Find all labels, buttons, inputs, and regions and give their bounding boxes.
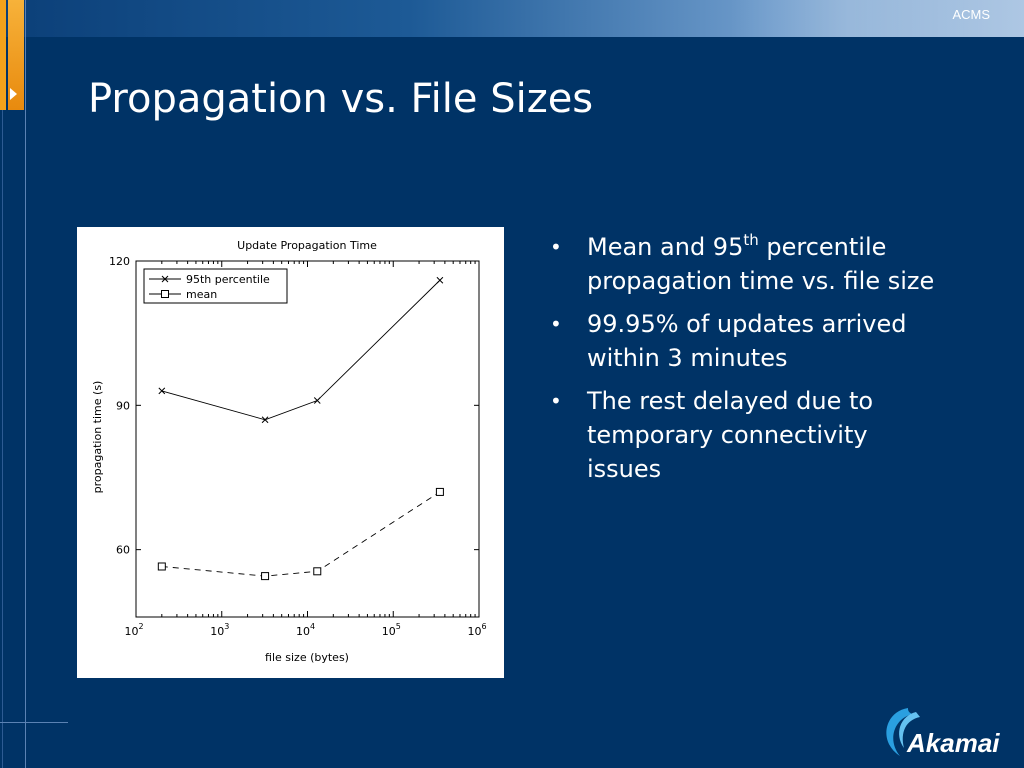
series-layer xyxy=(157,276,444,581)
vertical-rule-outer xyxy=(2,110,3,768)
logo-swoosh xyxy=(886,708,912,756)
logo-swoosh-inner xyxy=(899,712,920,748)
bullet-superscript: th xyxy=(743,231,759,249)
data-point-square xyxy=(261,572,270,581)
bullet-text: 99.95% of updates arrived within 3 minut… xyxy=(587,310,907,372)
x-tick-label: 102 xyxy=(124,622,143,638)
horizontal-rule xyxy=(0,722,68,723)
plot-frame xyxy=(135,260,480,618)
y-tick-label: 60 xyxy=(116,544,130,557)
bullet-dot: • xyxy=(550,235,562,259)
data-point-square xyxy=(435,487,444,496)
bullet-item: • 99.95% of updates arrived within 3 minu… xyxy=(548,307,948,375)
vertical-rule xyxy=(25,0,26,768)
chart-title: Update Propagation Time xyxy=(237,239,377,252)
bullet-list: • Mean and 95th percentile propagation ti… xyxy=(548,230,948,495)
bullet-text: The rest delayed due to temporary connec… xyxy=(587,387,874,483)
bullet-item: • The rest delayed due to temporary conne… xyxy=(548,384,948,486)
x-tick-label: 105 xyxy=(382,622,401,638)
x-axis-label: file size (bytes) xyxy=(265,651,349,664)
y-axis-label: propagation time (s) xyxy=(91,381,104,494)
legend-marker-square xyxy=(161,290,169,298)
accent-stripe xyxy=(0,0,6,110)
data-point-square xyxy=(157,562,166,571)
bullet-dot: • xyxy=(550,389,562,413)
bullet-text: Mean and 95 xyxy=(587,233,744,261)
chart-panel: Update Propagation Time 60 90 120 102 103 104… xyxy=(77,227,504,678)
series-line-0 xyxy=(161,279,441,421)
x-tick-label: 104 xyxy=(296,622,315,638)
legend-label: 95th percentile xyxy=(186,273,270,286)
propagation-chart: Update Propagation Time 60 90 120 102 103 104… xyxy=(91,239,487,664)
header-tag: ACMS xyxy=(952,7,990,22)
bullet-item: • Mean and 95th percentile propagation ti… xyxy=(548,230,948,298)
legend-label: mean xyxy=(186,288,217,301)
data-point-x xyxy=(261,416,269,424)
y-tick-label: 120 xyxy=(109,255,130,268)
data-point-square xyxy=(313,567,322,576)
triangle-right-icon xyxy=(10,88,17,100)
data-point-x xyxy=(313,397,321,404)
slide-title: Propagation vs. File Sizes xyxy=(88,76,594,122)
bullet-text-tail: percentile propagation time vs. file siz… xyxy=(587,233,935,295)
logo-text: Akamai xyxy=(907,728,1000,758)
x-tick-label: 106 xyxy=(467,622,486,638)
accent-stripe-wide xyxy=(8,0,24,110)
axes: 60 90 120 102 103 104 105 106 xyxy=(109,255,487,638)
chart-legend: 95th percentile mean xyxy=(143,268,288,304)
data-point-x xyxy=(436,276,444,284)
top-header-band xyxy=(0,0,1024,37)
series-line-1 xyxy=(161,491,441,577)
header-sheen xyxy=(730,0,1024,37)
y-tick-label: 90 xyxy=(116,399,130,412)
x-tick-label: 103 xyxy=(210,622,229,638)
legend-box xyxy=(143,268,288,304)
legend-marker-x xyxy=(161,275,169,283)
bullet-dot: • xyxy=(550,312,562,336)
data-point-x xyxy=(158,387,166,395)
akamai-logo xyxy=(886,708,920,756)
